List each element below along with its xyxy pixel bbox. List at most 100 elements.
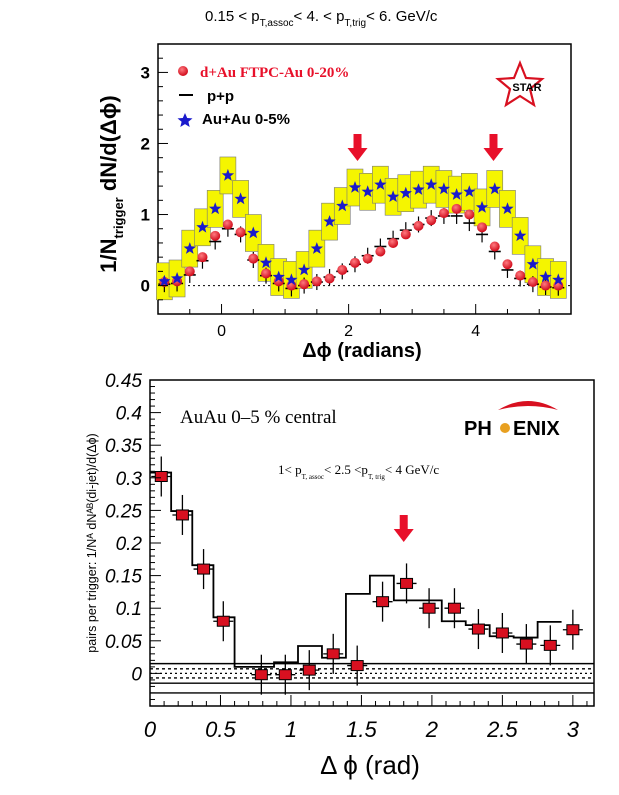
bottom-chart: 0 0.5 1 1.5 2 2.5 3 0 0.05 0.1 0.15 0.2 0.25 0.3 0.35 0… (85, 371, 595, 780)
star-logo-text: STAR (512, 82, 541, 94)
auau-central-point (151, 456, 172, 497)
top-y-tick-label: 3 (141, 63, 150, 82)
auau-point (374, 178, 387, 190)
bottom-y-tick-label: 0.25 (105, 501, 142, 522)
bottom-x-tick-label: 0 (144, 717, 157, 742)
auau-point (450, 188, 463, 200)
auau-point (361, 185, 374, 197)
dau-point (540, 280, 551, 291)
auau-point (348, 181, 362, 193)
auau-central-point (251, 654, 272, 695)
dau-point (400, 229, 411, 240)
top-ylabel: 1/Ntrigger dN/d(Δϕ) (96, 95, 126, 272)
bottom-y-tick-label: 0.2 (116, 534, 143, 555)
auau-point (272, 270, 285, 283)
dau-point (349, 257, 360, 268)
auau-point (437, 182, 451, 195)
dau-point (324, 273, 335, 284)
auau-point (526, 257, 540, 270)
auau-central-point (213, 601, 234, 642)
auau-point (310, 242, 323, 254)
top-y-tick-label: 1 (141, 206, 150, 225)
auau-point (336, 199, 349, 212)
bottom-red-arrow (393, 515, 414, 542)
bottom-y-tick-label: 0.3 (116, 469, 143, 490)
auau-point (259, 256, 273, 269)
auau-point (298, 263, 311, 276)
legend-label-dau: d+Au FTPC-Au 0-20% (200, 65, 349, 81)
top-x-tick-label: 2 (344, 323, 353, 340)
bottom-y-tick-label: 0.15 (105, 567, 142, 588)
legend-label-pp: p+p (207, 88, 234, 105)
bottom-ylabel: pairs per trigger: 1/Nᴬ dNᴬᴮ(di-jet)/d(Δ… (85, 433, 99, 652)
bottom-y-tick-label: 0.35 (105, 436, 142, 457)
auau-point (463, 185, 476, 197)
dau-point (388, 237, 399, 248)
auau-point (196, 220, 209, 233)
dau-point (261, 268, 272, 279)
bottom-plot-frame (149, 379, 595, 707)
top-plot-area: 0 2 4 0 1 2 3 (141, 43, 571, 340)
dau-point (184, 266, 195, 277)
legend-label-auau: Au+Au 0-5% (202, 111, 290, 128)
top-x-tick-label: 0 (217, 323, 226, 340)
top-red-arrow-1 (347, 134, 368, 161)
dau-point (375, 246, 386, 257)
bottom-pt-cuts: 1< pT, assoc< 2.5 <pT, trig< 4 GeV/c (278, 462, 439, 481)
auau-central-point (172, 494, 193, 535)
legend-marker-dau (178, 66, 188, 76)
dau-point (438, 208, 449, 219)
bottom-x-tick-label: 2.5 (486, 717, 518, 742)
phenix-logo-wing-icon (498, 401, 558, 410)
bottom-y-tick-label: 0.1 (116, 599, 142, 620)
dau-point (337, 264, 348, 275)
star-logo-icon (495, 60, 545, 108)
top-y-tick-label: 0 (141, 277, 150, 296)
dau-point (502, 259, 513, 270)
auau-central-point (492, 612, 513, 653)
bottom-plot-area: 0 0.5 1 1.5 2 2.5 3 0 0.05 0.1 0.15 0.2 0.25 0.3 0.35 0… (105, 371, 594, 742)
bottom-x-tick-label: 3 (567, 717, 580, 742)
auau-point (221, 168, 235, 181)
bottom-centrality-label: AuAu 0–5 % central (180, 407, 337, 428)
dau-point (413, 220, 424, 231)
auau-point (247, 226, 260, 239)
auau-point (209, 202, 222, 215)
top-legend: d+Au FTPC-Au 0-20% p+p Au+Au 0-5% (177, 65, 349, 128)
dau-point (197, 252, 208, 263)
auau-central-point (444, 588, 465, 629)
bottom-y-tick-label: 0.4 (116, 404, 142, 425)
auau-point (425, 178, 438, 190)
bottom-y-tick-label: 0 (131, 664, 142, 685)
auau-central-point (540, 625, 561, 666)
auau-point (323, 215, 336, 227)
bottom-xlabel: Δ ϕ (rad) (320, 750, 420, 780)
bottom-y-tick-label: 0.05 (105, 632, 142, 653)
auau-central-point (562, 609, 583, 650)
dau-point (311, 276, 322, 287)
bottom-x-tick-label: 0.5 (205, 717, 236, 742)
dau-point (527, 277, 538, 288)
dau-point (515, 270, 526, 281)
auau-central-point (323, 633, 344, 674)
auau-point (234, 192, 247, 205)
star-logo: STAR (495, 60, 545, 108)
phenix-logo-text-left: PH (464, 418, 492, 440)
top-xlabel: Δϕ (radians) (302, 340, 421, 362)
top-chart: 0.15 < pT,assoc< 4. < pT,trig< 6. GeV/c … (96, 8, 572, 362)
top-x-tick-label: 4 (471, 323, 480, 340)
auau-point (501, 202, 514, 215)
dau-point (464, 209, 475, 220)
phenix-logo-sun-icon (500, 423, 510, 433)
auau-point (539, 270, 552, 283)
auau-point (552, 273, 565, 286)
auau-central-point (372, 581, 393, 622)
auau-point (285, 273, 298, 286)
top-y-tick-label: 2 (141, 134, 150, 153)
bottom-x-tick-label: 1 (285, 717, 297, 742)
top-red-arrow-2 (483, 134, 504, 161)
bottom-step-histogram (150, 471, 562, 668)
auau-point (475, 200, 489, 213)
dau-point (426, 215, 437, 226)
